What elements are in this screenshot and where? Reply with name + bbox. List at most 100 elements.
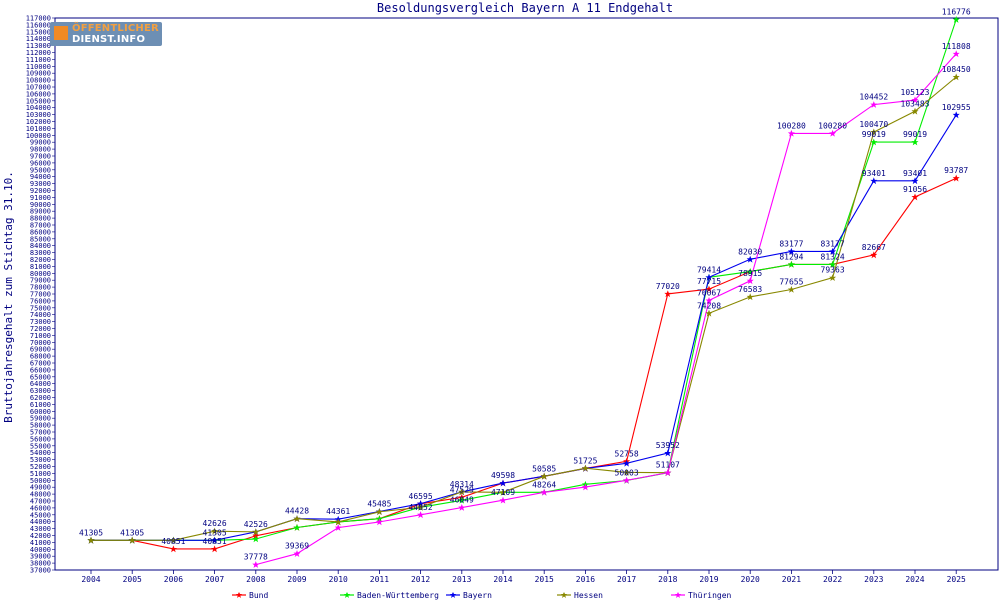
data-point: [458, 504, 466, 511]
data-point: [87, 536, 95, 544]
data-label: 74208: [697, 301, 721, 310]
data-point: [952, 111, 960, 119]
x-tick-label: 2024: [905, 575, 924, 584]
data-point: [417, 511, 425, 519]
legend-marker: [236, 592, 242, 598]
x-axis: 2004 2005 2006 2007 2008 2009 2010 2011 2012 2013…: [81, 570, 966, 584]
data-point: [911, 193, 919, 201]
data-point: [911, 96, 919, 104]
data-point: [458, 496, 466, 504]
data-point: [952, 174, 960, 182]
y-tick-label: 84000: [30, 242, 51, 250]
data-point: [870, 177, 878, 185]
data-label: 83177: [779, 239, 803, 248]
y-tick-label: 96000: [30, 159, 51, 167]
x-tick-label: 2012: [411, 575, 430, 584]
data-point: [705, 309, 713, 317]
legend-marker: [675, 592, 681, 598]
y-tick-label: 79000: [30, 277, 51, 285]
y-tick-label: 98000: [30, 146, 51, 154]
data-label: 78915: [738, 269, 762, 278]
y-tick-label: 97000: [30, 153, 51, 161]
data-point: [787, 129, 795, 137]
y-tick-label: 87000: [30, 222, 51, 230]
data-point: [746, 277, 754, 285]
data-label: 99019: [903, 130, 927, 139]
y-tick-label: 43000: [30, 525, 51, 533]
data-point: [705, 285, 713, 293]
x-tick-label: 2018: [658, 575, 677, 584]
x-tick-label: 2022: [823, 575, 842, 584]
data-point: [911, 107, 919, 115]
data-label: 51107: [656, 461, 680, 470]
data-label: 79414: [697, 265, 721, 274]
data-label: 50585: [532, 464, 556, 473]
y-tick-label: 72000: [30, 325, 51, 333]
y-tick-label: 100000: [26, 132, 51, 140]
y-tick-label: 51000: [30, 470, 51, 478]
y-tick-label: 65000: [30, 373, 51, 381]
data-label: 77655: [779, 277, 803, 286]
x-tick-label: 2007: [205, 575, 224, 584]
data-label: 76583: [738, 285, 762, 294]
data-point: [581, 483, 589, 491]
data-label: 102955: [942, 103, 971, 112]
data-point: [169, 536, 177, 544]
legend-label: Bund: [249, 591, 268, 600]
y-tick-label: 70000: [30, 339, 51, 347]
y-tick-label: 103000: [26, 111, 51, 119]
data-point: [375, 508, 383, 516]
data-point: [870, 138, 878, 146]
data-label: 46595: [409, 492, 433, 501]
x-tick-label: 2004: [81, 575, 100, 584]
data-label: 41305: [79, 528, 103, 537]
data-point: [952, 16, 960, 23]
data-label: 105123: [901, 88, 930, 97]
y-axis-label: Bruttojahresgehalt zum Stichtag 31.10.: [2, 171, 15, 423]
data-label: 37778: [244, 553, 268, 562]
legend-label: Hessen: [574, 591, 603, 600]
x-tick-label: 2013: [452, 575, 471, 584]
data-point: [293, 524, 301, 531]
series-points: [87, 16, 960, 568]
y-tick-label: 66000: [30, 366, 51, 374]
y-tick-label: 58000: [30, 422, 51, 430]
y-tick-label: 102000: [26, 118, 51, 126]
y-tick-label: 78000: [30, 284, 51, 292]
data-point: [623, 459, 631, 467]
legend-label: Bayern: [463, 591, 492, 600]
y-tick-label: 68000: [30, 353, 51, 361]
data-point: [911, 177, 919, 185]
y-tick-label: 106000: [26, 90, 51, 98]
y-tick-label: 62000: [30, 394, 51, 402]
y-tick-label: 117000: [26, 15, 51, 23]
data-point: [911, 138, 919, 146]
y-tick-label: 104000: [26, 104, 51, 112]
logo-line-2: DIENST.INFO: [72, 34, 146, 45]
y-tick-label: 55000: [30, 442, 51, 450]
x-tick-label: 2021: [782, 575, 801, 584]
data-label: 41305: [203, 528, 227, 537]
y-tick-label: 83000: [30, 249, 51, 257]
y-tick-label: 108000: [26, 77, 51, 85]
data-point: [746, 268, 754, 275]
y-tick-label: 111000: [26, 56, 51, 64]
data-point: [705, 273, 713, 281]
y-tick-label: 37000: [30, 567, 51, 575]
series-line-3: [91, 76, 957, 541]
data-label: 100470: [859, 120, 888, 129]
data-point: [499, 488, 507, 496]
logo-icon: [54, 26, 68, 40]
data-point: [540, 488, 548, 496]
legend-marker: [450, 592, 456, 598]
y-tick-label: 44000: [30, 518, 51, 526]
y-tick-label: 92000: [30, 187, 51, 195]
data-label: 82667: [862, 243, 886, 252]
data-point: [211, 527, 219, 535]
data-point: [705, 296, 713, 304]
data-point: [499, 479, 507, 487]
data-point: [787, 285, 795, 293]
data-label: 81324: [821, 252, 845, 261]
